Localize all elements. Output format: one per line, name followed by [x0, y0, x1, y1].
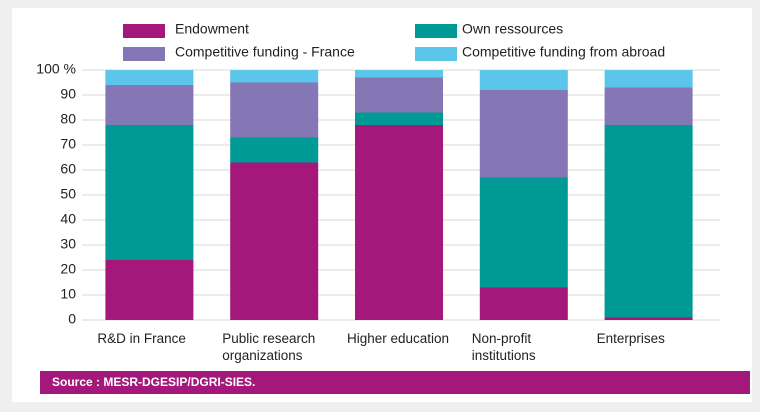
bar-segment [355, 70, 443, 78]
x-tick-label: Non-profit institutions [471, 331, 536, 363]
source: Source : MESR-DGESIP/DGRI-SIES. [40, 371, 750, 394]
y-tick-label: 10 [60, 286, 76, 302]
y-tick-label: 0 [68, 311, 76, 327]
legend-swatch [415, 24, 457, 38]
bar-segment [604, 87, 693, 125]
y-tick-label: 90 [60, 86, 76, 102]
y-tick-label: 30 [60, 236, 76, 252]
legend-label: Endowment [175, 21, 249, 37]
bar-segment [105, 85, 194, 125]
legend-swatch [123, 47, 165, 61]
y-tick-label: 60 [60, 161, 76, 177]
bar-segment [355, 125, 443, 320]
bar-segment [604, 317, 693, 320]
bar-segment [479, 70, 568, 90]
bar-segment [230, 82, 319, 138]
bar-segment [479, 90, 568, 178]
bar-segment [230, 162, 319, 320]
x-tick-label: Enterprises [596, 331, 665, 346]
y-tick-label: 100 % [36, 61, 76, 77]
bar-segment [355, 112, 443, 125]
legend-label: Competitive funding from abroad [462, 44, 665, 60]
bar-segment [604, 70, 693, 88]
bar-segment [105, 70, 194, 85]
x-tick-label: Public research organizations [222, 331, 316, 363]
bar-segment [479, 287, 568, 320]
bar-segment [105, 260, 194, 320]
legend-label: Own ressources [462, 21, 563, 37]
bar-segment [479, 177, 568, 288]
y-tick-label: 40 [60, 211, 76, 227]
x-tick-label: R&D in France [97, 331, 186, 346]
bar-segment [230, 137, 319, 163]
y-tick-label: 20 [60, 261, 76, 277]
x-tick-label: Higher education [347, 331, 450, 346]
bar-segment [230, 70, 319, 83]
bar-segment [105, 125, 194, 260]
legend-swatch [123, 24, 165, 38]
bar-segment [355, 77, 443, 113]
y-tick-label: 70 [60, 136, 76, 152]
bar-segment [604, 125, 693, 318]
legend-swatch [415, 47, 457, 61]
legend-label: Competitive funding - France [175, 44, 355, 60]
y-tick-label: 80 [60, 111, 76, 127]
y-tick-label: 50 [60, 186, 76, 202]
